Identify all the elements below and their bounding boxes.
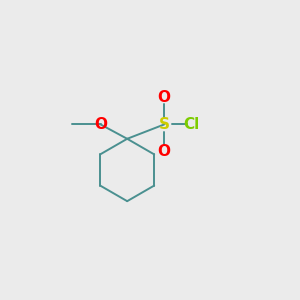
- Text: O: O: [158, 90, 171, 105]
- Text: Cl: Cl: [184, 117, 200, 132]
- Text: S: S: [159, 117, 170, 132]
- Text: O: O: [94, 117, 107, 132]
- Text: O: O: [158, 144, 171, 159]
